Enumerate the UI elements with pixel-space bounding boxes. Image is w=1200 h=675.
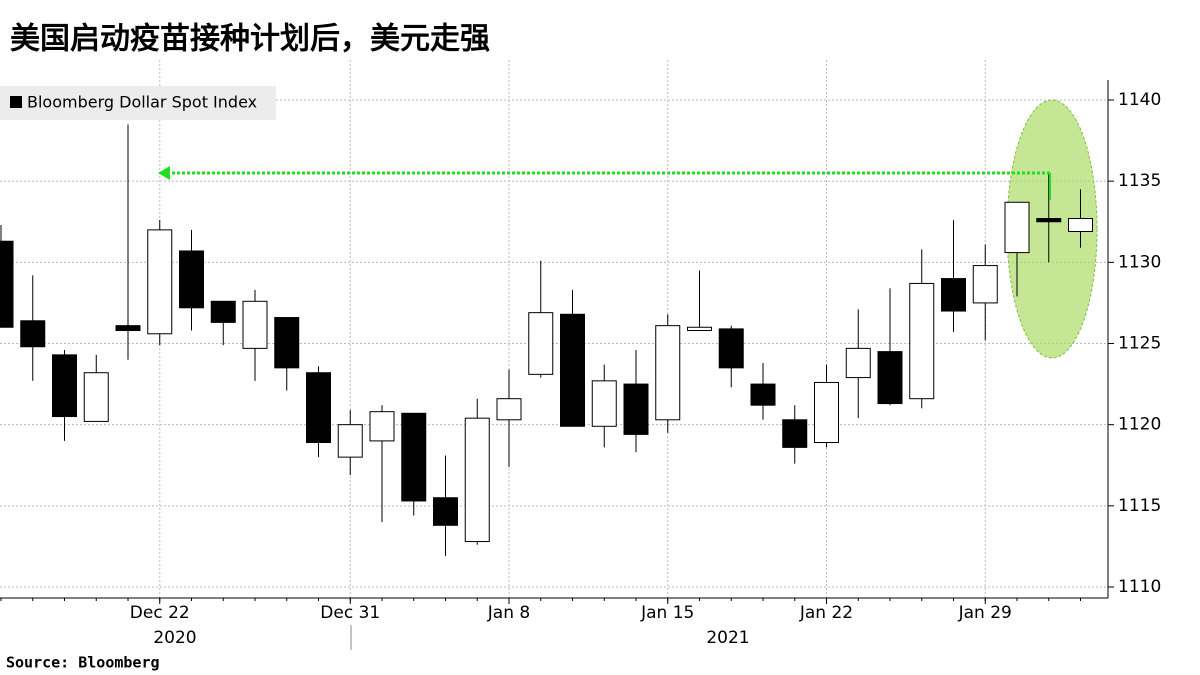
candle-body xyxy=(20,320,46,348)
year-label: 2021 xyxy=(706,628,749,648)
y-tick-label: 1135 xyxy=(1118,171,1161,191)
candle-body xyxy=(750,383,776,406)
candle-body xyxy=(941,278,966,312)
candle-body xyxy=(814,381,839,444)
candle-body xyxy=(1068,218,1093,232)
candle-body xyxy=(528,312,554,375)
y-tick-label: 1120 xyxy=(1118,415,1161,435)
candle-body xyxy=(337,424,363,458)
x-tick-label: Dec 22 xyxy=(130,603,190,623)
candle-body xyxy=(52,354,77,418)
y-tick-label: 1140 xyxy=(1118,90,1161,110)
y-tick-label: 1130 xyxy=(1118,252,1161,272)
x-tick-label: Dec 31 xyxy=(320,603,380,623)
candle-body xyxy=(877,351,903,405)
x-tick-label: Jan 8 xyxy=(487,603,530,623)
chart-title: 美国启动疫苗接种计划后，美元走强 xyxy=(10,22,490,57)
candle-body xyxy=(560,313,585,427)
highlight-ellipse xyxy=(1006,99,1098,359)
y-tick-label: 1115 xyxy=(1118,496,1161,516)
candle-body xyxy=(433,497,458,526)
y-tick-label: 1125 xyxy=(1118,334,1161,354)
x-tick-label: Jan 29 xyxy=(958,603,1012,623)
x-tick-label: Jan 22 xyxy=(799,603,853,623)
candle-body xyxy=(591,380,617,427)
candle-body xyxy=(972,265,998,304)
candle-body xyxy=(1004,201,1030,254)
candle-body xyxy=(718,328,744,369)
y-tick-label: 1110 xyxy=(1118,577,1161,597)
candle-body xyxy=(464,417,490,543)
x-tick-label: Jan 15 xyxy=(640,603,694,623)
source: Source: Bloomberg xyxy=(6,654,160,672)
candle-body xyxy=(496,398,522,421)
candle-body xyxy=(687,326,712,332)
legend-swatch xyxy=(10,96,22,108)
candle-body xyxy=(115,325,141,332)
candle-body xyxy=(210,300,236,323)
candle-body xyxy=(1036,218,1062,223)
legend-box xyxy=(0,86,276,120)
candle-body xyxy=(782,419,808,448)
candle-body xyxy=(83,372,109,422)
candle-body xyxy=(242,300,268,349)
candle-body xyxy=(179,250,204,309)
candle-body xyxy=(147,229,173,335)
legend-label: Bloomberg Dollar Spot Index xyxy=(27,93,257,112)
candle-body xyxy=(274,317,300,369)
annotation-arrowhead xyxy=(158,166,170,180)
candle-body xyxy=(306,372,331,444)
candle-body xyxy=(0,240,14,328)
year-label: 2020 xyxy=(153,628,196,648)
candle-body xyxy=(655,325,681,421)
candle-body xyxy=(369,411,395,442)
candle-body xyxy=(845,347,871,379)
candle-body xyxy=(623,383,649,435)
candle-body xyxy=(909,282,935,400)
candle-body xyxy=(401,412,427,502)
